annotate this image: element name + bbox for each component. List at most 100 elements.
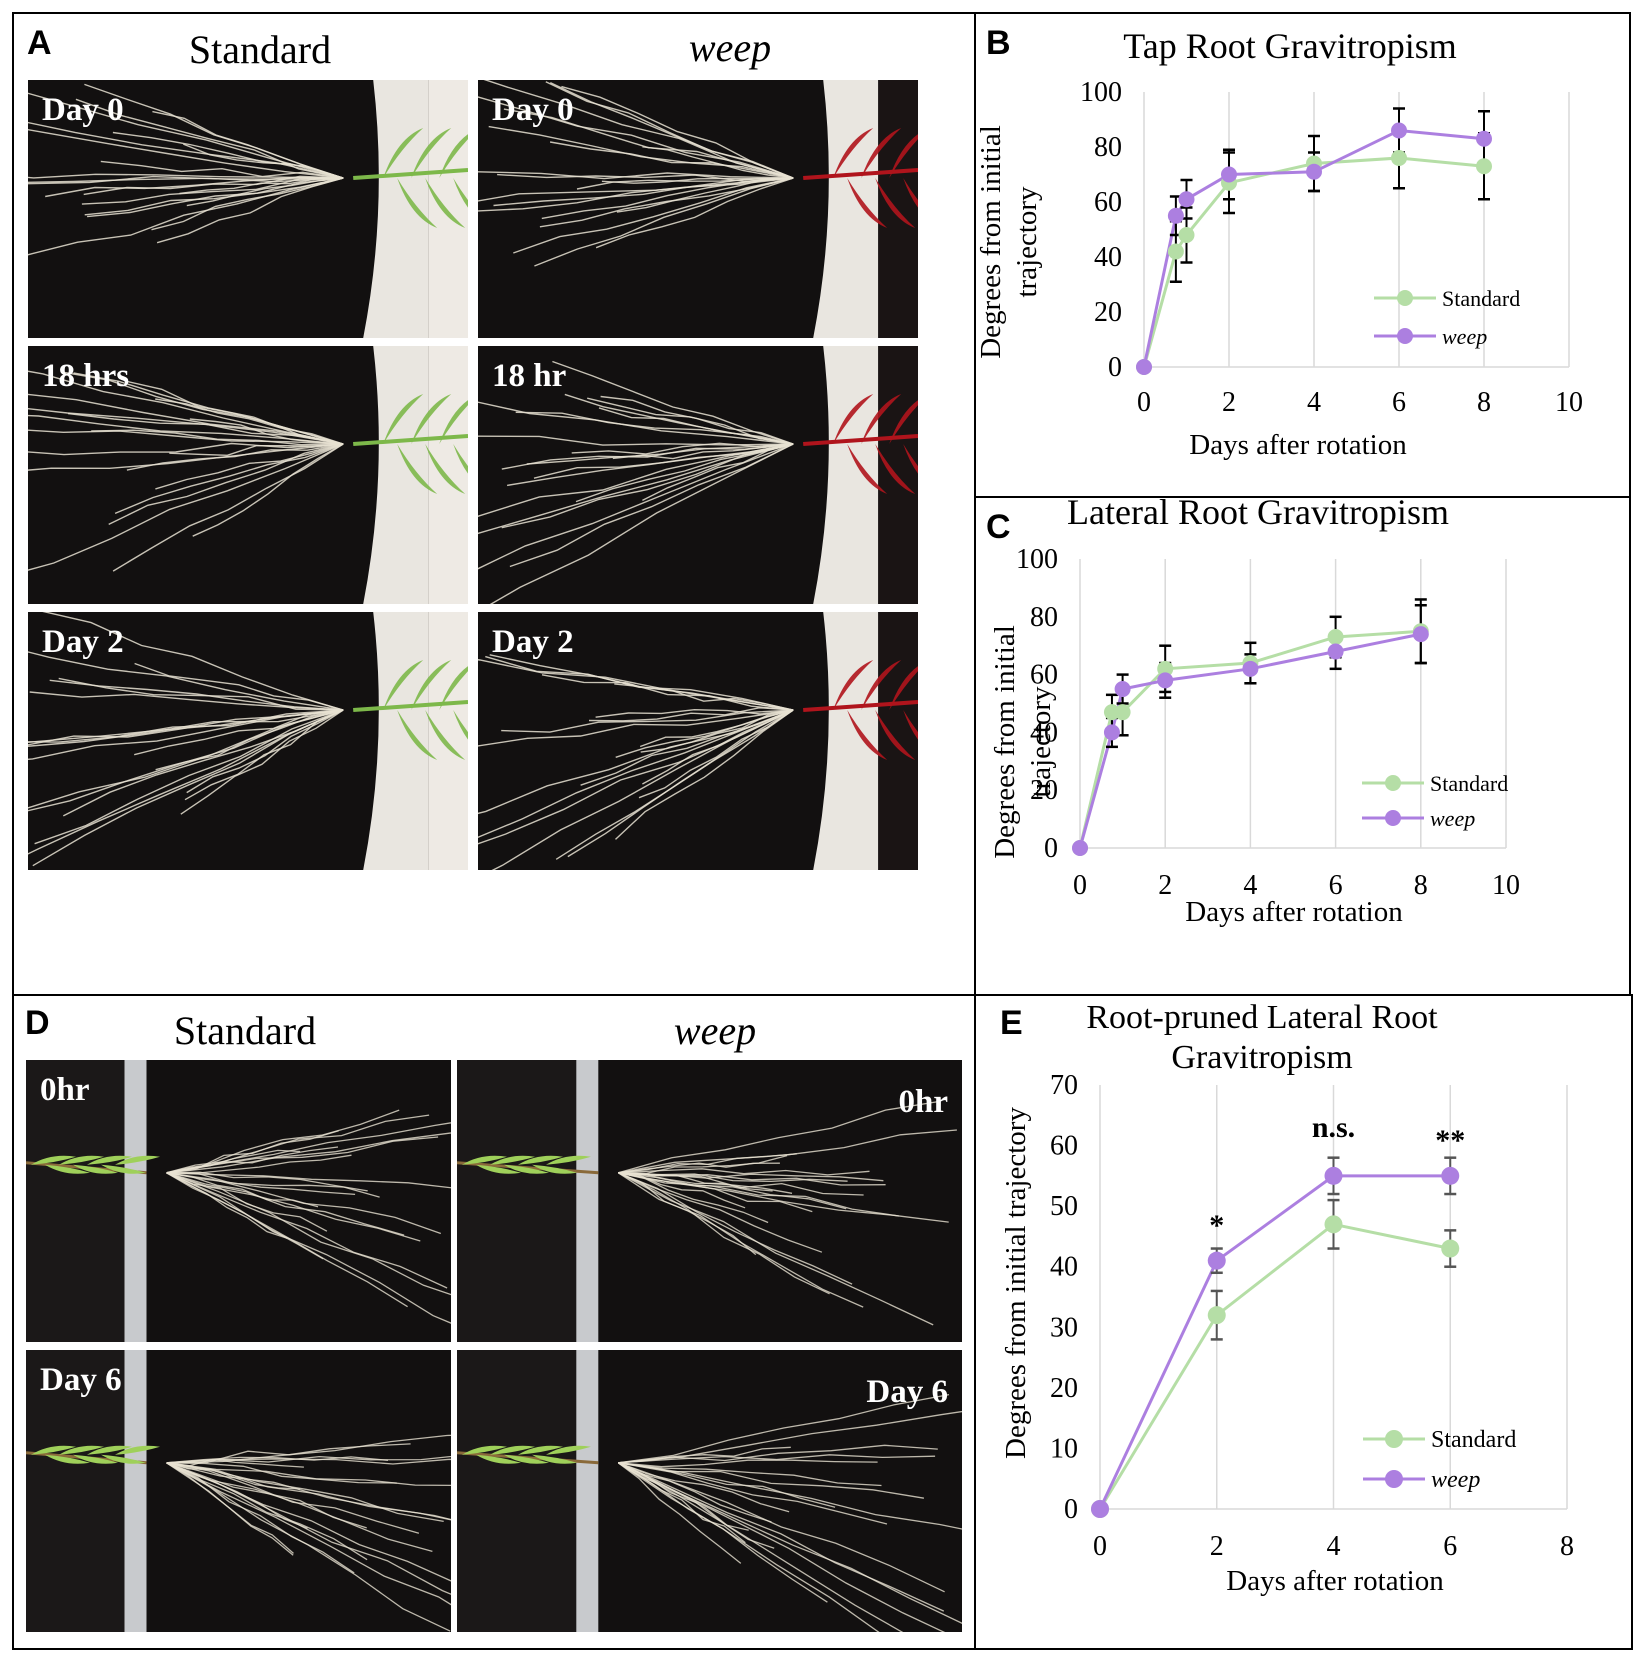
data-point-weep — [1091, 1500, 1109, 1518]
significance-annotation: ** — [1435, 1124, 1465, 1157]
data-point-weep — [1114, 681, 1131, 698]
y-tick-label: 40 — [1050, 1252, 1078, 1283]
data-point-weep — [1324, 1166, 1343, 1185]
significance-annotation: * — [1209, 1209, 1224, 1242]
panel-b-letter: B — [986, 24, 1011, 62]
photo-time-label: Day 0 — [492, 92, 574, 128]
data-point-weep — [1178, 191, 1195, 208]
root-photo-illustration — [28, 80, 468, 338]
panel-c-letter: C — [986, 508, 1011, 546]
chart-panel-c: Lateral Root Gravitropism 0 2 4 6 8 10 0 20 40 60 8… — [974, 496, 1631, 996]
photo-standard-row-1: Day 0 — [28, 80, 468, 338]
legend-label: weep — [1430, 806, 1475, 831]
legend-label: weep — [1431, 1467, 1480, 1493]
data-point-weep — [1207, 1251, 1226, 1270]
y-tick-label: 0 — [1064, 1494, 1078, 1525]
series-line-weep — [1098, 1174, 1451, 1510]
photo-d-standard-row-1: 0hr — [26, 1060, 451, 1342]
x-tick-label: 8 — [1477, 387, 1491, 418]
y-tick-label: 10 — [1050, 1433, 1078, 1464]
x-tick-label: 4 — [1307, 387, 1321, 418]
x-axis-label: Days after rotation — [1226, 1565, 1444, 1597]
x-tick-label: 10 — [1492, 870, 1520, 901]
photo-time-label: 18 hr — [492, 358, 567, 394]
y-axis-label: trajectory — [1025, 686, 1057, 798]
x-tick-label: 0 — [1137, 387, 1151, 418]
x-tick-label: 6 — [1329, 870, 1343, 901]
photo-time-label: 18 hrs — [42, 358, 130, 394]
y-axis-label: Degrees from initial — [989, 625, 1021, 859]
y-axis-label: Degrees from initial trajectory — [1000, 1107, 1032, 1459]
root-photo-illustration — [478, 346, 918, 604]
data-point-weep — [1327, 643, 1344, 660]
data-point-standard — [1476, 158, 1492, 175]
photo-d-weep-row-1: 0hr — [457, 1060, 962, 1342]
x-tick-label: 0 — [1073, 870, 1087, 901]
data-point-standard — [1167, 243, 1184, 260]
data-point-standard — [1391, 150, 1407, 166]
y-tick-label: 30 — [1050, 1312, 1078, 1343]
panel-e-frame — [974, 994, 1633, 1650]
panel-a-weep-title: weep — [688, 25, 772, 70]
legend-label: weep — [1442, 324, 1487, 349]
x-tick-label: 6 — [1443, 1531, 1457, 1562]
root-photo-illustration — [478, 80, 918, 338]
chart-title: Root-pruned Lateral Root — [1086, 999, 1438, 1036]
panel-a-letter: A — [27, 24, 52, 62]
x-tick-label: 2 — [1210, 1531, 1224, 1562]
x-axis-label: Days after rotation — [1185, 896, 1403, 928]
data-point-weep — [1072, 840, 1088, 856]
root-photo-illustration — [26, 1060, 451, 1342]
photo-weep-row-1: Day 0 — [478, 80, 918, 338]
y-tick-label: 80 — [1030, 602, 1058, 633]
series-line-standard — [1098, 1222, 1451, 1510]
chart-panel-b: Tap Root Gravitropism 0 2 4 6 8 10 0 20 40 60 80 100… — [974, 12, 1631, 498]
data-point-weep — [1157, 672, 1174, 689]
data-point-standard — [1327, 629, 1344, 646]
photo-weep-row-3: Day 2 — [478, 612, 918, 870]
data-point-weep — [1167, 207, 1184, 224]
photo-standard-row-3: Day 2 — [28, 612, 468, 870]
panel-a-standard-title: Standard — [188, 27, 332, 72]
legend-label: Standard — [1431, 1427, 1516, 1453]
y-tick-label: 60 — [1030, 660, 1058, 691]
data-point-standard — [1324, 1215, 1343, 1234]
y-tick-label: 80 — [1094, 132, 1122, 163]
x-tick-label: 8 — [1414, 870, 1428, 901]
x-tick-label: 2 — [1222, 387, 1236, 418]
data-point-weep — [1476, 130, 1492, 147]
root-photo-illustration — [478, 612, 918, 870]
photo-time-label: Day 2 — [492, 624, 574, 660]
y-tick-label: 40 — [1030, 717, 1058, 748]
y-tick-label: 20 — [1094, 297, 1122, 328]
y-axis-label: Degrees from initial — [975, 125, 1007, 359]
x-axis-label: Days after rotation — [1189, 429, 1407, 461]
photo-time-label: Day 2 — [42, 624, 124, 660]
significance-annotation: n.s. — [1312, 1111, 1355, 1144]
root-photo-illustration — [457, 1350, 962, 1632]
photo-time-label: 0hr — [40, 1072, 90, 1108]
photo-d-weep-row-2: Day 6 — [457, 1350, 962, 1632]
data-point-weep — [1103, 724, 1120, 741]
root-photo-illustration — [457, 1060, 962, 1342]
data-point-standard — [1441, 1239, 1460, 1258]
panel-e-letter: E — [1000, 1004, 1023, 1042]
legend-item-standard: Standard — [1374, 286, 1520, 311]
photo-time-label: Day 6 — [40, 1362, 122, 1398]
y-tick-label: 40 — [1094, 242, 1122, 273]
y-tick-label: 0 — [1044, 833, 1058, 864]
photo-time-label: Day 6 — [866, 1374, 948, 1410]
photo-time-label: Day 0 — [42, 92, 124, 128]
legend-item-standard: Standard — [1363, 1427, 1516, 1453]
y-axis-label: trajectory — [1011, 186, 1043, 298]
y-tick-label: 20 — [1050, 1373, 1078, 1404]
data-point-weep — [1136, 359, 1152, 375]
y-tick-label: 60 — [1050, 1131, 1078, 1162]
x-tick-label: 8 — [1560, 1531, 1574, 1562]
x-tick-label: 10 — [1555, 387, 1583, 418]
chart-panel-e: Root-pruned Lateral Root Gravitropism 0 2 4 6… — [974, 994, 1633, 1650]
x-tick-label: 6 — [1392, 387, 1406, 418]
y-tick-label: 100 — [1080, 77, 1122, 108]
chart-title: Tap Root Gravitropism — [1123, 26, 1456, 66]
photo-weep-row-2: 18 hr — [478, 346, 918, 604]
